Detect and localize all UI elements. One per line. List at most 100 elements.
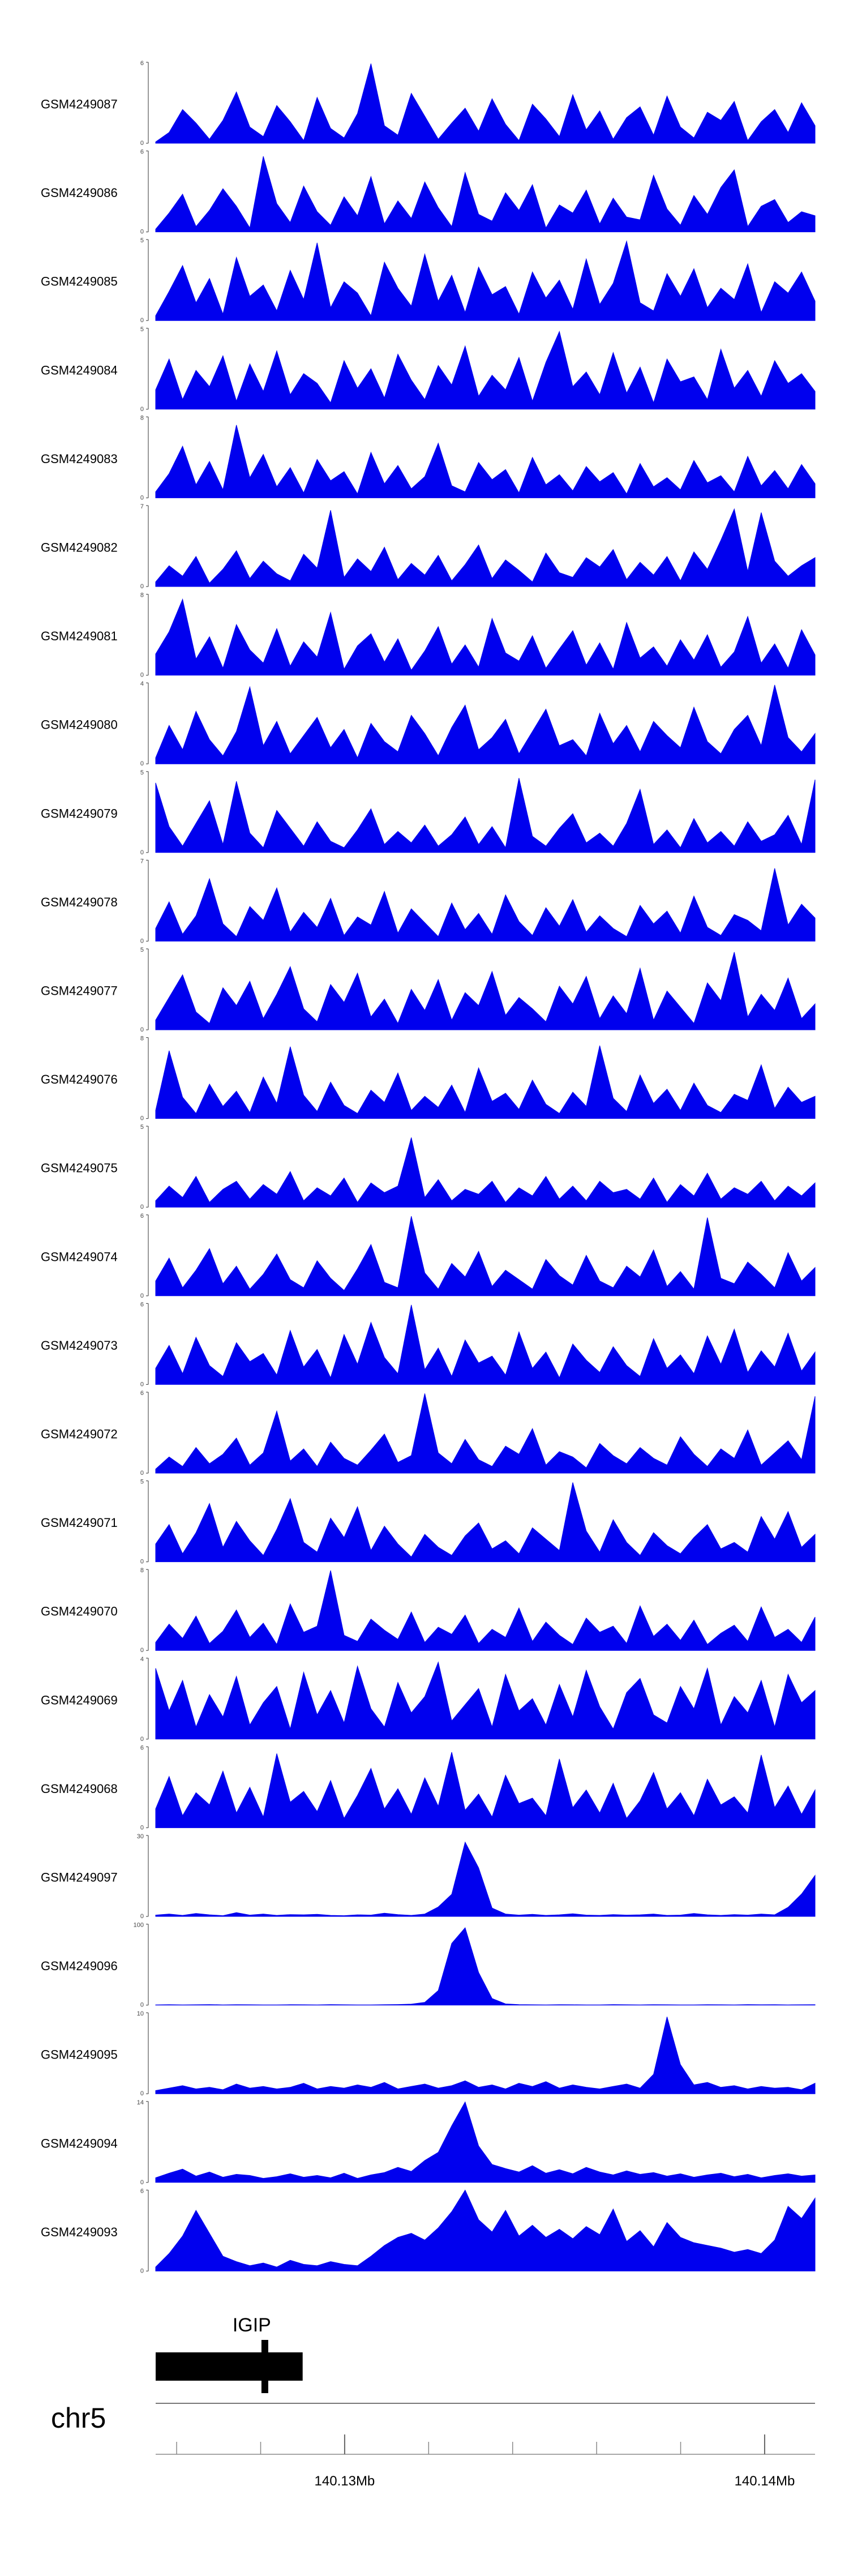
y-tick-label-min: 0 bbox=[140, 1470, 144, 1477]
y-tick-label-max: 6 bbox=[140, 60, 144, 67]
track-name: GSM4249094 bbox=[41, 2136, 118, 2150]
track-GSM4249083: GSM4249083 8 0 bbox=[41, 414, 816, 501]
coverage-area bbox=[155, 425, 816, 498]
axis-ticks: 140.13Mb 140.14Mb bbox=[156, 2434, 815, 2489]
axis-tick-label: 140.14Mb bbox=[735, 2474, 795, 2489]
track-GSM4249075: GSM4249075 5 0 bbox=[41, 1124, 816, 1210]
chromosome-axis: chr5 140.13Mb 140.14Mb bbox=[51, 2402, 815, 2489]
y-tick-label-min: 0 bbox=[140, 1736, 144, 1743]
y-tick-label-max: 5 bbox=[140, 947, 144, 953]
track-name: GSM4249086 bbox=[41, 186, 118, 200]
y-tick-label-max: 6 bbox=[140, 149, 144, 156]
y-tick-label-min: 0 bbox=[140, 317, 144, 324]
y-tick-label-min: 0 bbox=[140, 849, 144, 856]
y-tick-label-max: 4 bbox=[140, 681, 144, 687]
track-GSM4249071: GSM4249071 5 0 bbox=[41, 1479, 816, 1565]
y-tick-label-min: 0 bbox=[140, 406, 144, 413]
track-GSM4249081: GSM4249081 8 0 bbox=[41, 592, 816, 679]
track-GSM4249077: GSM4249077 5 0 bbox=[41, 947, 816, 1033]
track-name: GSM4249074 bbox=[41, 1250, 118, 1264]
y-tick-label-max: 5 bbox=[140, 769, 144, 776]
y-tick-label-max: 8 bbox=[140, 414, 144, 421]
gene-tick bbox=[261, 2340, 268, 2393]
y-tick-label-min: 0 bbox=[140, 938, 144, 944]
chromosome-label: chr5 bbox=[51, 2402, 106, 2434]
track-name: GSM4249097 bbox=[41, 1871, 118, 1885]
coverage-area bbox=[155, 1045, 816, 1119]
track-GSM4249095: GSM4249095 10 0 bbox=[41, 2010, 816, 2097]
y-tick-label-max: 5 bbox=[140, 237, 144, 244]
y-tick-label-max: 5 bbox=[140, 1124, 144, 1131]
track-name: GSM4249096 bbox=[41, 1959, 118, 1973]
coverage-area bbox=[155, 952, 816, 1030]
y-tick-label-max: 5 bbox=[140, 1479, 144, 1486]
gene-body bbox=[156, 2352, 303, 2381]
track-GSM4249078: GSM4249078 7 0 bbox=[41, 858, 816, 944]
track-name: GSM4249084 bbox=[41, 363, 118, 377]
coverage-area bbox=[155, 1304, 816, 1385]
coverage-area bbox=[155, 1752, 816, 1828]
coverage-area bbox=[155, 156, 816, 233]
coverage-area bbox=[155, 1216, 816, 1296]
y-tick-label-max: 5 bbox=[140, 326, 144, 333]
coverage-area bbox=[155, 2017, 816, 2094]
track-name: GSM4249076 bbox=[41, 1072, 118, 1086]
track-name: GSM4249085 bbox=[41, 275, 118, 289]
y-tick-label-min: 0 bbox=[140, 1647, 144, 1654]
track-name: GSM4249068 bbox=[41, 1782, 118, 1796]
track-GSM4249076: GSM4249076 8 0 bbox=[41, 1035, 816, 1122]
track-name: GSM4249082 bbox=[41, 541, 118, 555]
track-GSM4249096: GSM4249096 100 0 bbox=[41, 1922, 816, 2009]
track-GSM4249069: GSM4249069 4 0 bbox=[41, 1656, 816, 1743]
coverage-area bbox=[155, 868, 816, 942]
y-tick-label-max: 8 bbox=[140, 1567, 144, 1574]
track-GSM4249074: GSM4249074 6 0 bbox=[41, 1213, 816, 1299]
coverage-area bbox=[155, 598, 816, 676]
y-tick-label-min: 0 bbox=[140, 1293, 144, 1299]
track-name: GSM4249079 bbox=[41, 806, 118, 820]
coverage-area bbox=[155, 1661, 816, 1740]
coverage-area bbox=[155, 63, 816, 144]
y-tick-label-min: 0 bbox=[140, 1913, 144, 1920]
track-GSM4249086: GSM4249086 6 0 bbox=[41, 149, 816, 236]
track-GSM4249082: GSM4249082 7 0 bbox=[41, 503, 816, 590]
track-name: GSM4249071 bbox=[41, 1516, 118, 1530]
track-name: GSM4249093 bbox=[41, 2225, 118, 2239]
y-tick-label-max: 6 bbox=[140, 1213, 144, 1219]
y-tick-label-min: 0 bbox=[140, 494, 144, 501]
y-tick-label-max: 30 bbox=[137, 1833, 144, 1840]
gene-annotation-track: IGIP bbox=[156, 2314, 303, 2393]
y-tick-label-max: 6 bbox=[140, 1390, 144, 1397]
y-tick-label-min: 0 bbox=[140, 140, 144, 147]
y-tick-label-max: 6 bbox=[140, 1744, 144, 1751]
track-name: GSM4249075 bbox=[41, 1161, 118, 1175]
coverage-area bbox=[155, 778, 816, 853]
y-tick-label-max: 7 bbox=[140, 503, 144, 510]
coverage-area bbox=[155, 330, 816, 410]
y-tick-label-min: 0 bbox=[140, 2090, 144, 2097]
coverage-tracks: GSM424908760GSM424908660GSM424908550GSM4… bbox=[41, 60, 816, 2274]
track-name: GSM4249081 bbox=[41, 629, 118, 643]
coverage-area bbox=[155, 1482, 816, 1563]
axis-tick-label: 140.13Mb bbox=[315, 2474, 375, 2489]
y-tick-label-max: 10 bbox=[137, 2010, 144, 2017]
track-GSM4249084: GSM4249084 5 0 bbox=[41, 326, 816, 413]
track-name: GSM4249072 bbox=[41, 1427, 118, 1441]
coverage-area bbox=[155, 2189, 816, 2271]
y-tick-label-min: 0 bbox=[140, 1381, 144, 1388]
y-tick-label-max: 7 bbox=[140, 858, 144, 865]
y-tick-label-max: 6 bbox=[140, 1301, 144, 1308]
track-GSM4249097: GSM4249097 30 0 bbox=[41, 1833, 816, 1920]
coverage-area bbox=[155, 1570, 816, 1651]
y-tick-label-min: 0 bbox=[140, 1026, 144, 1033]
coverage-area bbox=[155, 1841, 816, 1917]
track-name: GSM4249083 bbox=[41, 452, 118, 466]
track-GSM4249087: GSM4249087 6 0 bbox=[41, 60, 816, 147]
track-GSM4249093: GSM4249093 6 0 bbox=[41, 2188, 816, 2274]
track-name: GSM4249078 bbox=[41, 895, 118, 909]
y-tick-label-min: 0 bbox=[140, 1559, 144, 1565]
y-tick-label-min: 0 bbox=[140, 1824, 144, 1831]
track-name: GSM4249070 bbox=[41, 1604, 118, 1619]
track-GSM4249072: GSM4249072 6 0 bbox=[41, 1390, 816, 1477]
